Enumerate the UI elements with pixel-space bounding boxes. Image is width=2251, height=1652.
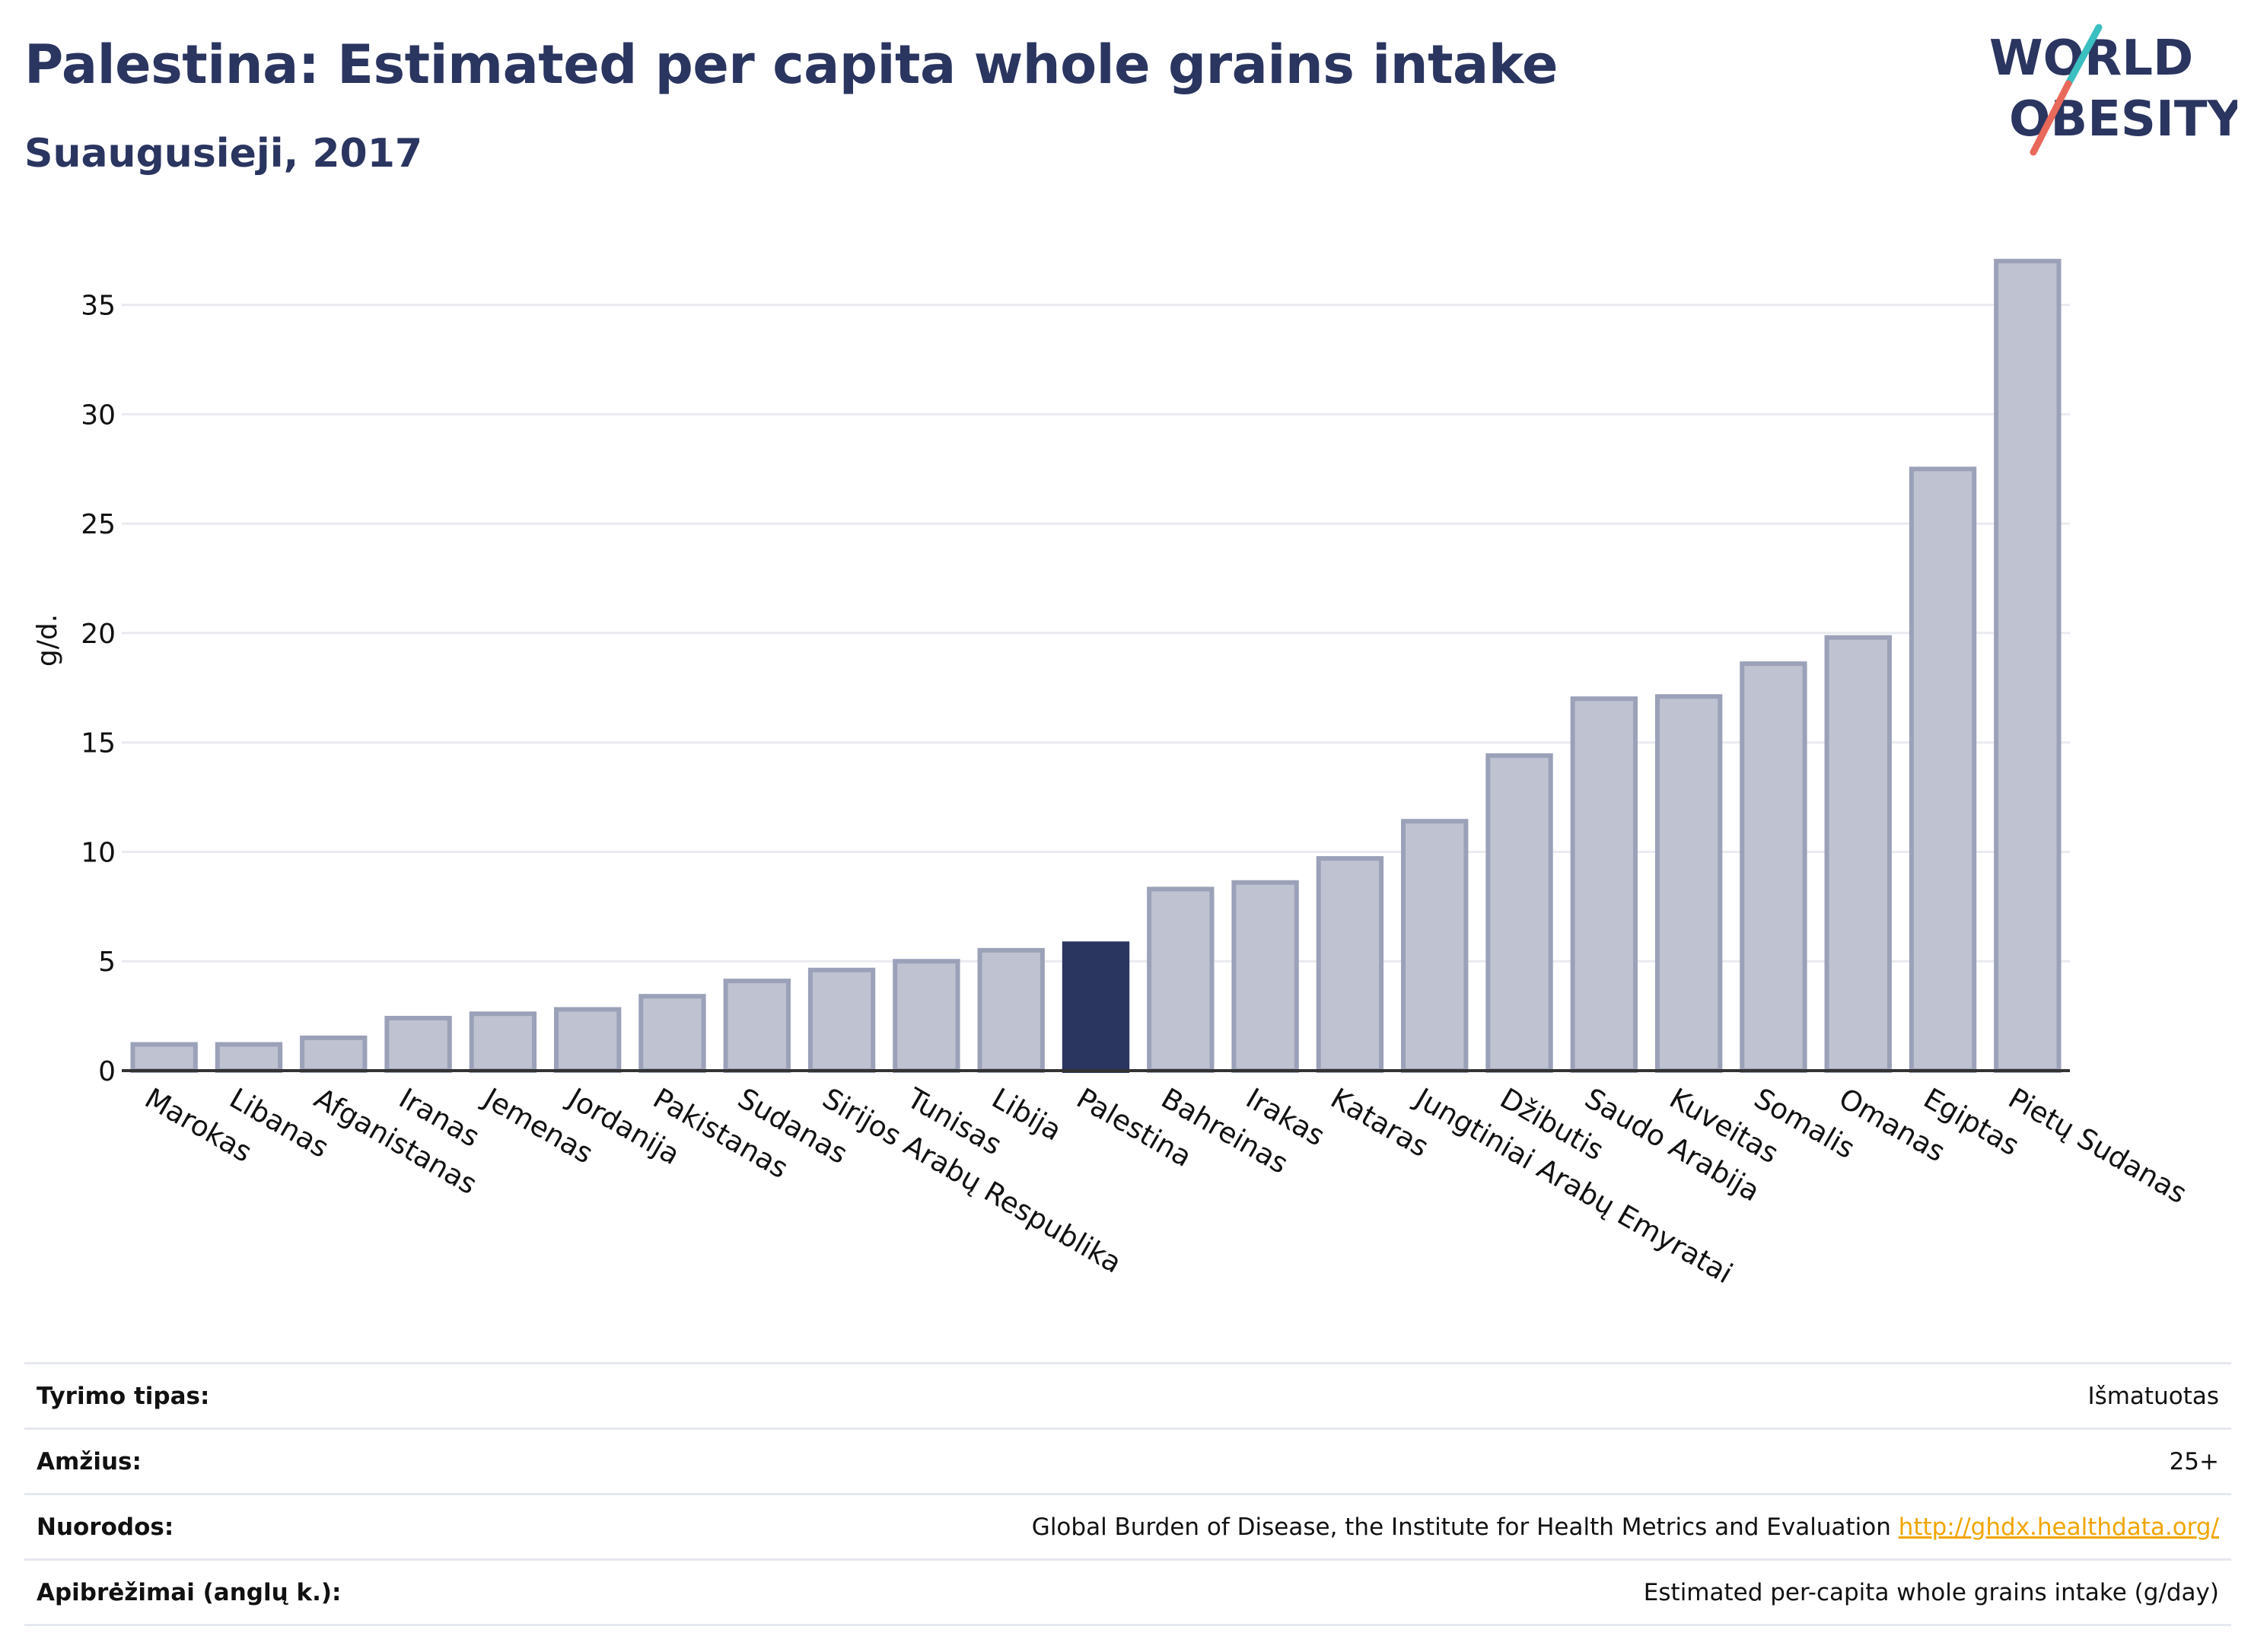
y-tick-label: 5 xyxy=(98,947,116,978)
page-subtitle: Suaugusieji, 2017 xyxy=(24,131,423,177)
source-link[interactable]: http://ghdx.healthdata.org/ xyxy=(1898,1513,2219,1541)
bar[interactable] xyxy=(130,1042,198,1073)
meta-value-text: Global Burden of Disease, the Institute … xyxy=(1031,1513,1891,1541)
y-tick-labels: 0 5 10 15 20 25 30 35 xyxy=(81,291,116,1087)
bar[interactable] xyxy=(1147,886,1215,1073)
meta-label: Amžius: xyxy=(37,1447,142,1475)
bar[interactable] xyxy=(977,947,1045,1074)
meta-row-definitions: Apibrėžimai (anglų k.): Estimated per-ca… xyxy=(24,1558,2231,1626)
bar[interactable] xyxy=(893,959,960,1073)
bar[interactable] xyxy=(1401,819,1469,1074)
meta-row-age: Amžius: 25+ xyxy=(24,1428,2231,1493)
meta-row-references: Nuorodos: Global Burden of Disease, the … xyxy=(24,1493,2231,1558)
bars xyxy=(130,259,2062,1074)
meta-label: Tyrimo tipas: xyxy=(37,1382,210,1410)
bar[interactable] xyxy=(807,967,876,1074)
meta-row-study-type: Tyrimo tipas: Išmatuotas xyxy=(24,1362,2231,1428)
y-tick-label: 30 xyxy=(81,399,116,431)
y-tick-label: 10 xyxy=(81,837,116,868)
meta-value: 25+ xyxy=(2169,1447,2219,1475)
x-tick-label: Pietų Sudanas xyxy=(2003,1082,2192,1211)
metadata-table: Tyrimo tipas: Išmatuotas Amžius: 25+ Nuo… xyxy=(24,1362,2231,1626)
bar[interactable] xyxy=(1994,259,2062,1073)
bar[interactable] xyxy=(1316,856,1384,1073)
y-axis-label: g/d. xyxy=(32,614,63,667)
bar[interactable] xyxy=(384,1015,452,1073)
y-tick-label: 25 xyxy=(81,509,116,540)
bar[interactable] xyxy=(553,1007,622,1074)
world-obesity-logo[interactable]: WORLD OBESITY xyxy=(1986,23,2237,160)
bar[interactable] xyxy=(638,994,706,1074)
meta-value: Išmatuotas xyxy=(2087,1382,2219,1410)
x-tick-label: Kataras xyxy=(1325,1082,1434,1164)
bar[interactable] xyxy=(300,1035,368,1073)
bar[interactable] xyxy=(215,1042,283,1073)
bar[interactable] xyxy=(1654,694,1723,1073)
bar[interactable] xyxy=(1570,696,1638,1074)
logo-slash-teal xyxy=(2065,24,2103,88)
logo-slash-red xyxy=(2030,80,2072,156)
bar-highlight[interactable] xyxy=(1062,941,1130,1074)
bar[interactable] xyxy=(1824,635,1892,1073)
bar[interactable] xyxy=(469,1011,537,1074)
bar-chart: 0 5 10 15 20 25 30 35 MarokasLibanasAfganistana… xyxy=(32,259,2192,1291)
bar[interactable] xyxy=(1231,880,1299,1073)
y-tick-label: 35 xyxy=(81,291,116,322)
x-tick-labels: MarokasLibanasAfganistanasIranasJemenasJ… xyxy=(139,1081,2192,1291)
meta-value-references: Global Burden of Disease, the Institute … xyxy=(1032,1514,2231,1541)
page-title: Palestina: Estimated per capita whole gr… xyxy=(24,33,1558,96)
bar[interactable] xyxy=(723,979,791,1074)
meta-label: Apibrėžimai (anglų k.): xyxy=(37,1578,342,1606)
y-tick-label: 15 xyxy=(81,728,116,759)
meta-label: Nuorodos: xyxy=(37,1513,174,1541)
y-tick-label: 20 xyxy=(81,619,116,650)
bar[interactable] xyxy=(1909,466,1977,1073)
y-tick-label: 0 xyxy=(98,1056,116,1087)
meta-value: Estimated per-capita whole grains intake… xyxy=(1643,1578,2219,1606)
bar[interactable] xyxy=(1485,753,1553,1073)
bar[interactable] xyxy=(1740,661,1807,1073)
